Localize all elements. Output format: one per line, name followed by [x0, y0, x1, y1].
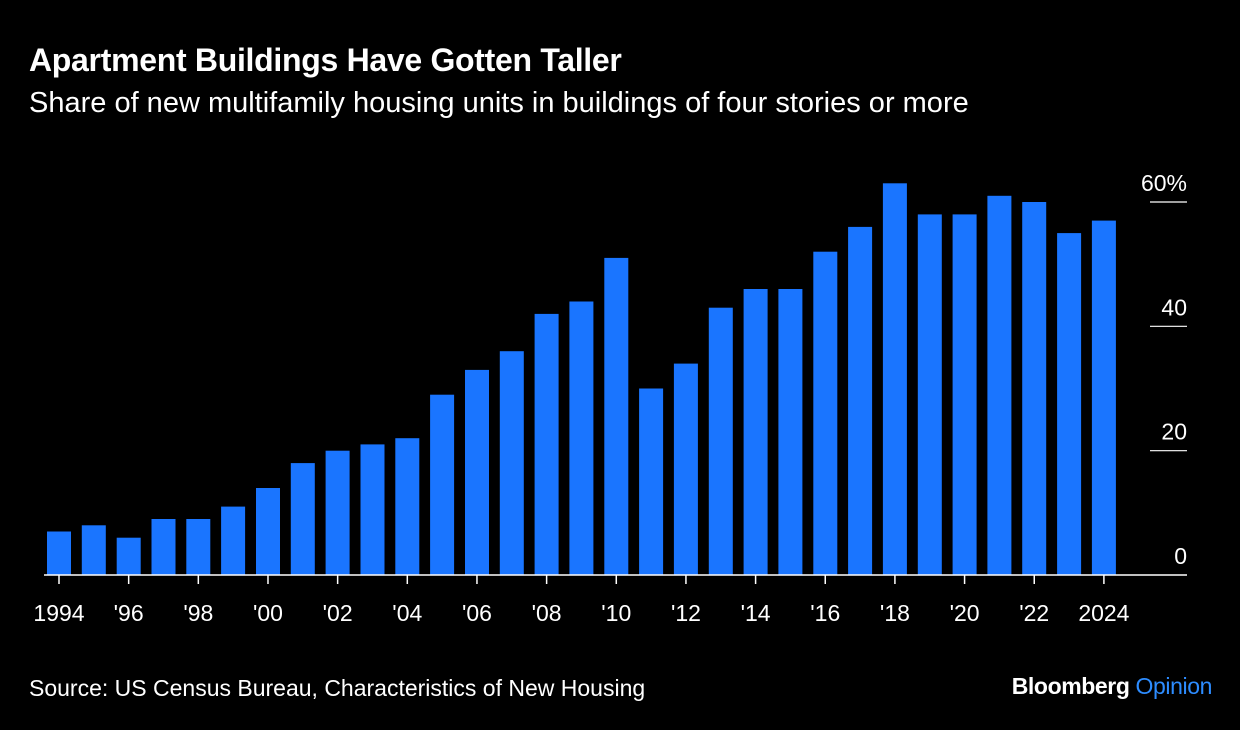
bar-2020 — [952, 214, 977, 575]
bar-2021 — [987, 195, 1012, 576]
bar-2004 — [395, 438, 420, 575]
y-tick-label-0: 0 — [1174, 543, 1187, 569]
logo-product: Opinion — [1135, 673, 1213, 699]
bar-2018 — [882, 183, 907, 576]
x-tick-label-1996: '96 — [114, 600, 144, 626]
bar-2005 — [430, 394, 455, 575]
bar-2017 — [848, 226, 873, 575]
bar-2008 — [534, 313, 559, 575]
bar-2016 — [813, 251, 838, 575]
x-tick-label-2024: 2024 — [1078, 600, 1129, 626]
bar-2011 — [639, 388, 664, 575]
source-note: Source: US Census Bureau, Characteristic… — [29, 675, 646, 701]
y-tick-label-60: 60% — [1141, 170, 1187, 196]
x-tick-label-2014: '14 — [741, 600, 771, 626]
chart-title: Apartment Buildings Have Gotten Taller — [29, 42, 622, 78]
x-tick-label-2018: '18 — [880, 600, 910, 626]
y-tick-label-20: 20 — [1161, 419, 1187, 445]
x-tick-label-2010: '10 — [601, 600, 631, 626]
bar-1996 — [116, 537, 141, 575]
x-tick-label-2020: '20 — [950, 600, 980, 626]
logo-brand: Bloomberg — [1011, 673, 1130, 699]
bar-2019 — [917, 214, 942, 575]
bar-1998 — [186, 519, 211, 575]
x-tick-label-2008: '08 — [532, 600, 562, 626]
chart-subtitle: Share of new multifamily housing units i… — [29, 87, 969, 119]
x-tick-label-1998: '98 — [183, 600, 213, 626]
bar-1999 — [221, 506, 246, 575]
x-tick-label-2022: '22 — [1019, 600, 1049, 626]
x-tick-label-2004: '04 — [392, 600, 422, 626]
bar-2024 — [1091, 220, 1116, 575]
x-tick-label-2006: '06 — [462, 600, 492, 626]
x-tick-label-1994: 1994 — [33, 600, 84, 626]
bar-2000 — [256, 488, 280, 575]
bar-2015 — [778, 289, 803, 575]
bar-1997 — [151, 519, 176, 575]
bar-1994 — [47, 531, 71, 575]
bar-2001 — [290, 463, 315, 575]
x-tick-label-2000: '00 — [253, 600, 283, 626]
bar-2013 — [708, 307, 733, 575]
bar-2023 — [1057, 233, 1082, 575]
bar-2002 — [325, 450, 350, 575]
y-axis: 0 20 40 60% — [1141, 170, 1187, 569]
x-tick-label-2016: '16 — [810, 600, 840, 626]
bar-2003 — [360, 444, 385, 575]
bar-2009 — [569, 301, 594, 575]
bar-2007 — [499, 351, 524, 575]
bar-2006 — [465, 369, 489, 576]
y-tick-label-40: 40 — [1161, 294, 1187, 320]
x-tick-label-2012: '12 — [671, 600, 701, 626]
bar-2022 — [1022, 202, 1047, 575]
x-axis: 1994 '96 '98 '00 '02 '04 '06 '08 '10 '12 '14 '16 '18… — [33, 574, 1187, 626]
bar-2012 — [673, 363, 698, 575]
bars-group — [47, 183, 1116, 576]
bloomberg-opinion-logo: Bloomberg Opinion — [1011, 673, 1213, 700]
bar-2010 — [604, 257, 629, 575]
x-tick-label-2002: '02 — [323, 600, 353, 626]
bar-2014 — [743, 289, 768, 575]
bar-1995 — [81, 525, 106, 575]
